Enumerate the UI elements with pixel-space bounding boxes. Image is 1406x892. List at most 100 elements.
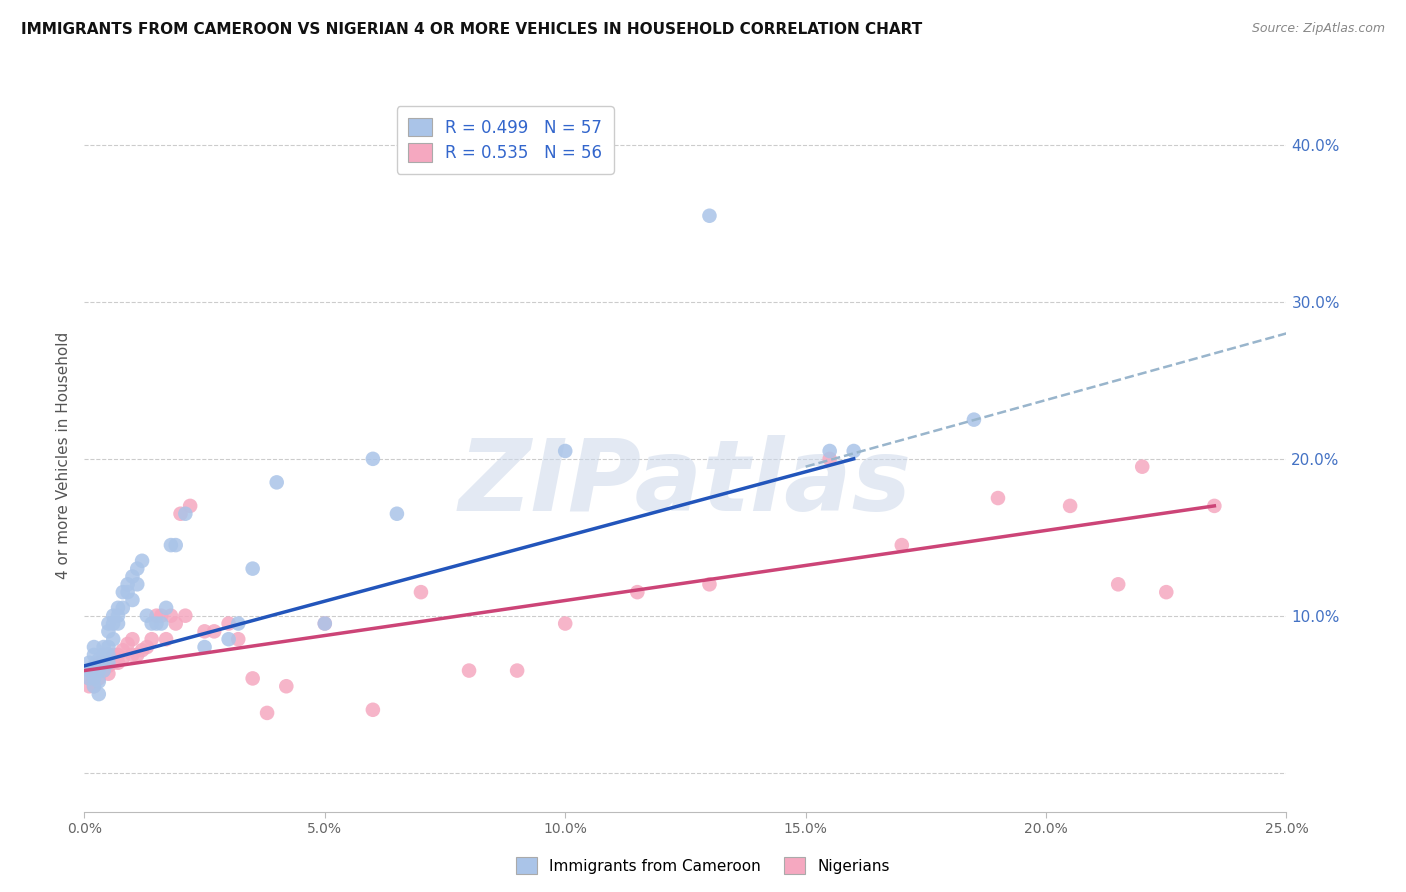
Point bbox=[83, 679, 105, 693]
Point bbox=[103, 632, 125, 647]
Point bbox=[121, 632, 143, 647]
Point bbox=[117, 637, 139, 651]
Point bbox=[97, 648, 120, 662]
Point bbox=[1107, 577, 1129, 591]
Point bbox=[103, 616, 125, 631]
Point bbox=[127, 561, 149, 575]
Y-axis label: 4 or more Vehicles in Household: 4 or more Vehicles in Household bbox=[56, 331, 72, 579]
Point bbox=[141, 616, 163, 631]
Point bbox=[385, 507, 408, 521]
Point bbox=[103, 648, 125, 662]
Point bbox=[107, 616, 129, 631]
Point bbox=[179, 499, 201, 513]
Point bbox=[83, 648, 105, 662]
Point bbox=[842, 444, 865, 458]
Point bbox=[1130, 459, 1153, 474]
Point bbox=[554, 616, 576, 631]
Point bbox=[93, 640, 115, 654]
Point bbox=[145, 616, 167, 631]
Point bbox=[97, 666, 120, 681]
Point bbox=[218, 632, 240, 647]
Point bbox=[77, 672, 100, 686]
Point bbox=[155, 632, 177, 647]
Point bbox=[361, 703, 384, 717]
Point bbox=[506, 664, 529, 678]
Point bbox=[818, 444, 841, 458]
Point bbox=[202, 624, 225, 639]
Point bbox=[1156, 585, 1178, 599]
Point bbox=[97, 640, 120, 654]
Point bbox=[111, 585, 134, 599]
Point bbox=[1059, 499, 1081, 513]
Point bbox=[77, 664, 100, 678]
Point bbox=[127, 577, 149, 591]
Point bbox=[226, 632, 249, 647]
Point bbox=[165, 616, 187, 631]
Point bbox=[107, 648, 129, 662]
Point bbox=[111, 643, 134, 657]
Point bbox=[93, 656, 115, 670]
Point bbox=[242, 672, 264, 686]
Point bbox=[93, 664, 115, 678]
Point bbox=[135, 608, 157, 623]
Point bbox=[141, 632, 163, 647]
Point bbox=[117, 585, 139, 599]
Point bbox=[121, 569, 143, 583]
Point bbox=[160, 608, 183, 623]
Point bbox=[626, 585, 648, 599]
Legend: R = 0.499   N = 57, R = 0.535   N = 56: R = 0.499 N = 57, R = 0.535 N = 56 bbox=[396, 106, 613, 174]
Point bbox=[1204, 499, 1226, 513]
Point bbox=[87, 664, 110, 678]
Point bbox=[890, 538, 912, 552]
Point bbox=[103, 656, 125, 670]
Point bbox=[93, 648, 115, 662]
Point bbox=[97, 658, 120, 673]
Point bbox=[121, 648, 143, 662]
Point bbox=[97, 656, 120, 670]
Point bbox=[111, 600, 134, 615]
Point bbox=[107, 608, 129, 623]
Point bbox=[276, 679, 298, 693]
Point bbox=[699, 577, 721, 591]
Point bbox=[83, 672, 105, 686]
Point bbox=[131, 643, 153, 657]
Point bbox=[169, 507, 191, 521]
Point bbox=[554, 444, 576, 458]
Point bbox=[218, 616, 240, 631]
Point bbox=[145, 608, 167, 623]
Legend: Immigrants from Cameroon, Nigerians: Immigrants from Cameroon, Nigerians bbox=[510, 851, 896, 880]
Point bbox=[194, 624, 217, 639]
Point bbox=[93, 664, 115, 678]
Text: Source: ZipAtlas.com: Source: ZipAtlas.com bbox=[1251, 22, 1385, 36]
Point bbox=[127, 648, 149, 662]
Point bbox=[87, 652, 110, 666]
Text: IMMIGRANTS FROM CAMEROON VS NIGERIAN 4 OR MORE VEHICLES IN HOUSEHOLD CORRELATION: IMMIGRANTS FROM CAMEROON VS NIGERIAN 4 O… bbox=[21, 22, 922, 37]
Point bbox=[314, 616, 336, 631]
Point bbox=[266, 475, 288, 490]
Point bbox=[194, 640, 217, 654]
Text: ZIPatlas: ZIPatlas bbox=[458, 435, 912, 532]
Point bbox=[226, 616, 249, 631]
Point bbox=[818, 451, 841, 466]
Point bbox=[87, 674, 110, 689]
Point bbox=[87, 664, 110, 678]
Point bbox=[121, 593, 143, 607]
Point bbox=[174, 507, 197, 521]
Point bbox=[107, 600, 129, 615]
Point bbox=[160, 538, 183, 552]
Point bbox=[458, 664, 481, 678]
Point bbox=[87, 672, 110, 686]
Point bbox=[77, 656, 100, 670]
Point bbox=[103, 608, 125, 623]
Point bbox=[155, 600, 177, 615]
Point bbox=[93, 656, 115, 670]
Point bbox=[256, 706, 278, 720]
Point bbox=[963, 412, 986, 426]
Point bbox=[83, 679, 105, 693]
Point bbox=[117, 577, 139, 591]
Point bbox=[131, 554, 153, 568]
Point bbox=[107, 656, 129, 670]
Point bbox=[83, 664, 105, 678]
Point bbox=[150, 608, 173, 623]
Point bbox=[83, 640, 105, 654]
